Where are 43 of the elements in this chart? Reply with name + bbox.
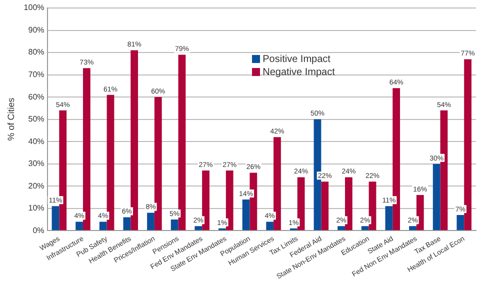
bar: [456, 215, 464, 230]
bar: [202, 170, 210, 230]
y-tick-label: 20%: [28, 181, 44, 190]
bar: [99, 222, 107, 230]
y-tick-label: 40%: [28, 136, 44, 146]
bar: [274, 137, 281, 230]
bar: [242, 199, 250, 230]
bar: [76, 222, 83, 230]
y-tick-label: 50%: [28, 114, 44, 124]
y-tick-label: 80%: [28, 48, 44, 57]
bar: [416, 195, 424, 230]
y-tick-label: 30%: [28, 159, 44, 168]
bar: [147, 212, 154, 230]
bar: [106, 94, 114, 230]
bar: [130, 50, 138, 230]
bar: [338, 226, 345, 230]
bar: [385, 206, 393, 230]
bar: [82, 68, 90, 230]
bar: [409, 226, 416, 230]
bar: [321, 182, 329, 230]
bar: [154, 97, 162, 230]
bar: [52, 206, 60, 230]
bar: [432, 164, 440, 230]
bar: [266, 222, 274, 230]
bar: [361, 226, 369, 230]
legend-label: Negative Impact: [262, 66, 335, 79]
y-tick-label: 0%: [32, 226, 44, 235]
bar: [368, 182, 376, 230]
y-tick-label: 60%: [28, 92, 44, 102]
bar: [194, 226, 202, 230]
bar: [226, 170, 234, 230]
bar: [297, 177, 305, 230]
bar: [123, 217, 131, 230]
y-tick-label: 70%: [28, 70, 44, 79]
bar: [464, 59, 472, 230]
bar: [344, 177, 352, 230]
y-tick-label: 10%: [28, 204, 44, 213]
y-tick-label: 90%: [28, 25, 44, 34]
bar: [170, 219, 178, 230]
y-tick-label: 100%: [24, 3, 44, 12]
legend-label: Positive Impact: [262, 52, 330, 66]
y-axis-title: % of Cities: [6, 97, 16, 141]
bar: [178, 54, 186, 230]
